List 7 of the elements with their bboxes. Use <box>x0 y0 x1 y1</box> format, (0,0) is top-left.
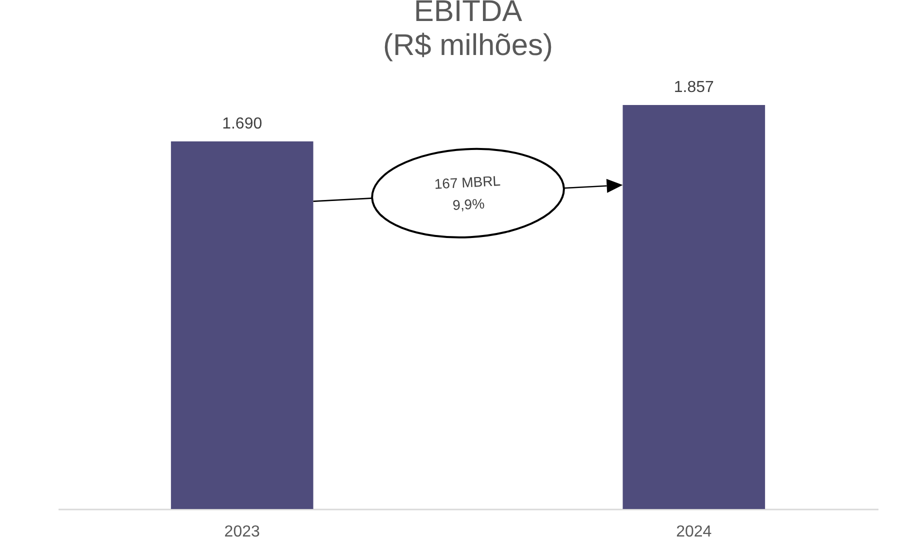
data-label: 1.857 <box>674 79 714 96</box>
x-tick-label: 2024 <box>676 524 712 540</box>
annotation: 167 MBRL 9,9% <box>434 172 502 213</box>
chart-title: EBITDA <box>414 0 522 28</box>
chart-subtitle: (R$ milhões) <box>382 29 554 62</box>
data-label: 1.690 <box>222 115 262 132</box>
x-tick-label: 2023 <box>224 524 260 540</box>
